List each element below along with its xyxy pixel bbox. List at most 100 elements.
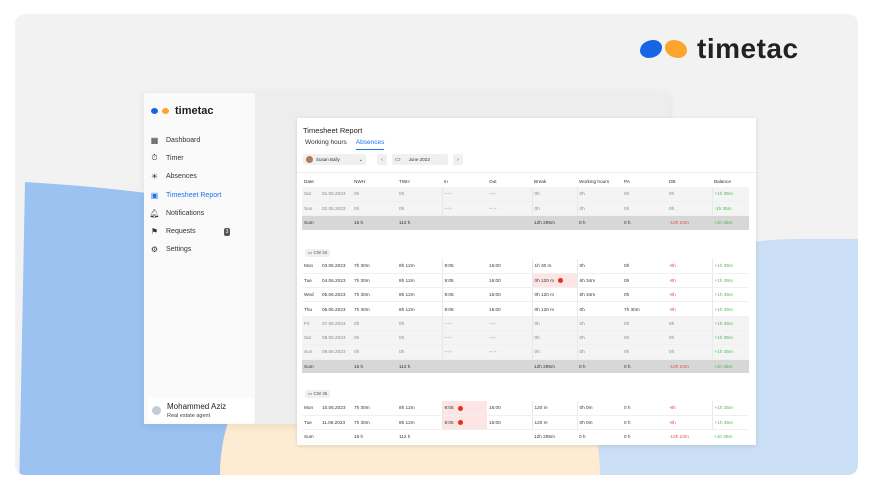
cell-day: Mon (302, 259, 320, 274)
sum-out (487, 359, 532, 374)
sum-in (442, 429, 487, 444)
cell-break: 0h (531, 201, 577, 217)
sum-break: 12h 295m (532, 215, 577, 230)
table-row[interactable]: Sat 01.06.2023 0h 0h --:-- --:-- 0h 0h 0h 0h +1h 3… (302, 187, 749, 202)
sum-twh: 112 h (397, 359, 442, 374)
flag-icon: ⚑ (150, 227, 159, 237)
cell-day: Thu (302, 301, 320, 317)
cell-in-error[interactable]: 9:05 (441, 401, 487, 416)
cell-working-hours: 0h (576, 316, 622, 331)
cell-in-value: 9:05 (444, 419, 454, 425)
cell-break-error[interactable]: 0h 120 m (531, 273, 577, 289)
sidebar-item-dashboard[interactable]: ▦ Dashboard (150, 131, 250, 149)
divider (297, 172, 756, 173)
cell-twh: 0h (397, 316, 442, 331)
cell-day: Sat (302, 330, 320, 346)
cell-break: 0h 120 m (531, 287, 577, 303)
tab-working-hours[interactable]: Working hours (305, 139, 347, 146)
bell-icon: 🔔︎ (149, 208, 160, 218)
table-row[interactable]: Sat 08.06.2023 0h 0h --:-- --:-- 0h 0h 0h 0h +1h 3… (302, 330, 749, 346)
cell-in: --:-- (441, 201, 487, 217)
col-header-balance: Balance (714, 179, 731, 184)
table-row[interactable]: Sun 02.06.2023 0h 0h --:-- --:-- 0h 0h 0h 0h -1h 3… (302, 201, 749, 217)
table-row[interactable]: Mon 03.06.2023 7h 30m 8h 12m 9:05 16:00 1h 30 … (302, 259, 749, 274)
sum-balance: +1h 35m (712, 359, 749, 374)
table-row[interactable]: Tue 04.06.2023 7h 30m 8h 12m 9:05 16:00 0h 120… (302, 273, 749, 289)
cell-db: 0h (667, 344, 712, 360)
cell-date: 10.06.2023 (320, 401, 352, 416)
month-picker[interactable]: ▭ June 2023 (392, 154, 448, 165)
cell-break: 0h 120 m (531, 301, 577, 317)
logo-blue-drop-icon (640, 40, 662, 58)
sidebar-item-timer[interactable]: ⏱ Timer (150, 149, 250, 167)
sidebar-item-absences[interactable]: ☀ Absences (150, 168, 250, 186)
cell-in: 9:05 (441, 301, 487, 317)
cell-date: 04.06.2023 (320, 273, 352, 289)
cell-working-hours: 0h (576, 301, 622, 317)
cell-balance: +1h 35m (711, 330, 749, 346)
avatar (306, 156, 313, 163)
table-row[interactable]: Fri 07.06.2023 0h 0h --:-- --:-- 0h 0h 0h 0h +1h 3… (302, 316, 749, 331)
table-row[interactable]: Sun 09.06.2023 0h 0h --:-- --:-- 0h 0h 0h 0h +1h 3… (302, 344, 749, 360)
cell-date: 11.06.2023 (320, 415, 352, 431)
cell-pa: 0h (622, 201, 667, 217)
user-profile-card[interactable]: Mohammed Aziz Real estate agent (148, 398, 254, 422)
cell-working-hours: 0h 0m (576, 415, 622, 431)
cell-in-error[interactable]: 9:05 (441, 415, 487, 431)
timesheet-table-week34: Mon 03.06.2023 7h 30m 8h 12m 9:05 16:00 1h 30 … (302, 259, 749, 374)
cell-db: -8h (667, 273, 712, 289)
cell-balance: +1h 35m (711, 316, 749, 331)
cell-in: --:-- (441, 187, 487, 202)
sidebar-item-notifications[interactable]: 🔔︎ Notifications (149, 204, 250, 222)
table-row[interactable]: Wed 05.06.2023 7h 30m 8h 12m 9:05 16:00 0h 120… (302, 287, 749, 303)
cell-pa: 0h (622, 273, 667, 289)
sidebar-logo[interactable]: timetac (151, 105, 214, 117)
cell-in: --:-- (441, 344, 487, 360)
next-month-button[interactable]: › (453, 154, 463, 165)
cell-balance: +1h 35m (711, 287, 749, 303)
cell-db: -8h (667, 415, 712, 431)
table-row[interactable]: Thu 06.06.2023 7h 30m 8h 12m 9:05 16:00 0h 120… (302, 301, 749, 317)
cell-date: 03.06.2023 (320, 259, 352, 274)
cell-break: 0h (531, 330, 577, 346)
page-title: Timesheet Report (303, 126, 363, 135)
logo-blue-drop-icon (151, 108, 158, 114)
cell-day: Tue (302, 415, 320, 431)
cell-pa: 0h (622, 344, 667, 360)
sidebar-nav: ▦ Dashboard ⏱ Timer ☀ Absences ▣ Timesheet R… (149, 131, 250, 259)
cell-date: 08.06.2023 (320, 330, 352, 346)
sidebar-item-label: Settings (166, 246, 192, 254)
timesheet-report-panel: Timesheet Report Working hours Absences … (297, 118, 756, 445)
cell-date: 07.06.2023 (320, 316, 352, 331)
user-name: Mohammed Aziz (167, 401, 227, 411)
sum-label: Sum (302, 215, 352, 230)
cell-out: 16:00 (487, 273, 532, 289)
cell-balance: +1h 35m (711, 273, 749, 289)
col-header-in: In (444, 179, 448, 184)
sum-pa: 0 h (622, 215, 667, 230)
sidebar-item-requests[interactable]: ⚑ Requests 3 (150, 222, 250, 240)
sum-db: -12h 23m (667, 359, 712, 374)
sidebar: timetac ▦ Dashboard ⏱ Timer ☀ Absences ▣ Tim… (144, 93, 255, 424)
cell-working-hours: 0h (576, 330, 622, 346)
tab-absences[interactable]: Absences (355, 139, 385, 150)
employee-select[interactable]: Susan Bally ⌄ (303, 154, 366, 165)
cell-date: 09.06.2023 (320, 344, 352, 360)
cell-in: 9:05 (441, 259, 487, 274)
prev-month-button[interactable]: ‹ (377, 154, 387, 165)
cell-db: -8h (667, 301, 712, 317)
sum-break: 12h 295m (532, 359, 577, 374)
calendar-week-label: ▭ CW 35 (305, 390, 331, 398)
cell-out: 16:00 (487, 259, 532, 274)
cell-out: --:-- (487, 187, 532, 202)
sum-balance: +1h 35m (712, 215, 749, 230)
cell-db: -8h (667, 287, 712, 303)
brand-logo: timetac (640, 33, 799, 65)
sidebar-item-settings[interactable]: ⚙ Settings (150, 241, 250, 259)
col-header-break: Break (534, 179, 547, 184)
sidebar-item-timesheet-report[interactable]: ▣ Timesheet Report (150, 186, 250, 204)
